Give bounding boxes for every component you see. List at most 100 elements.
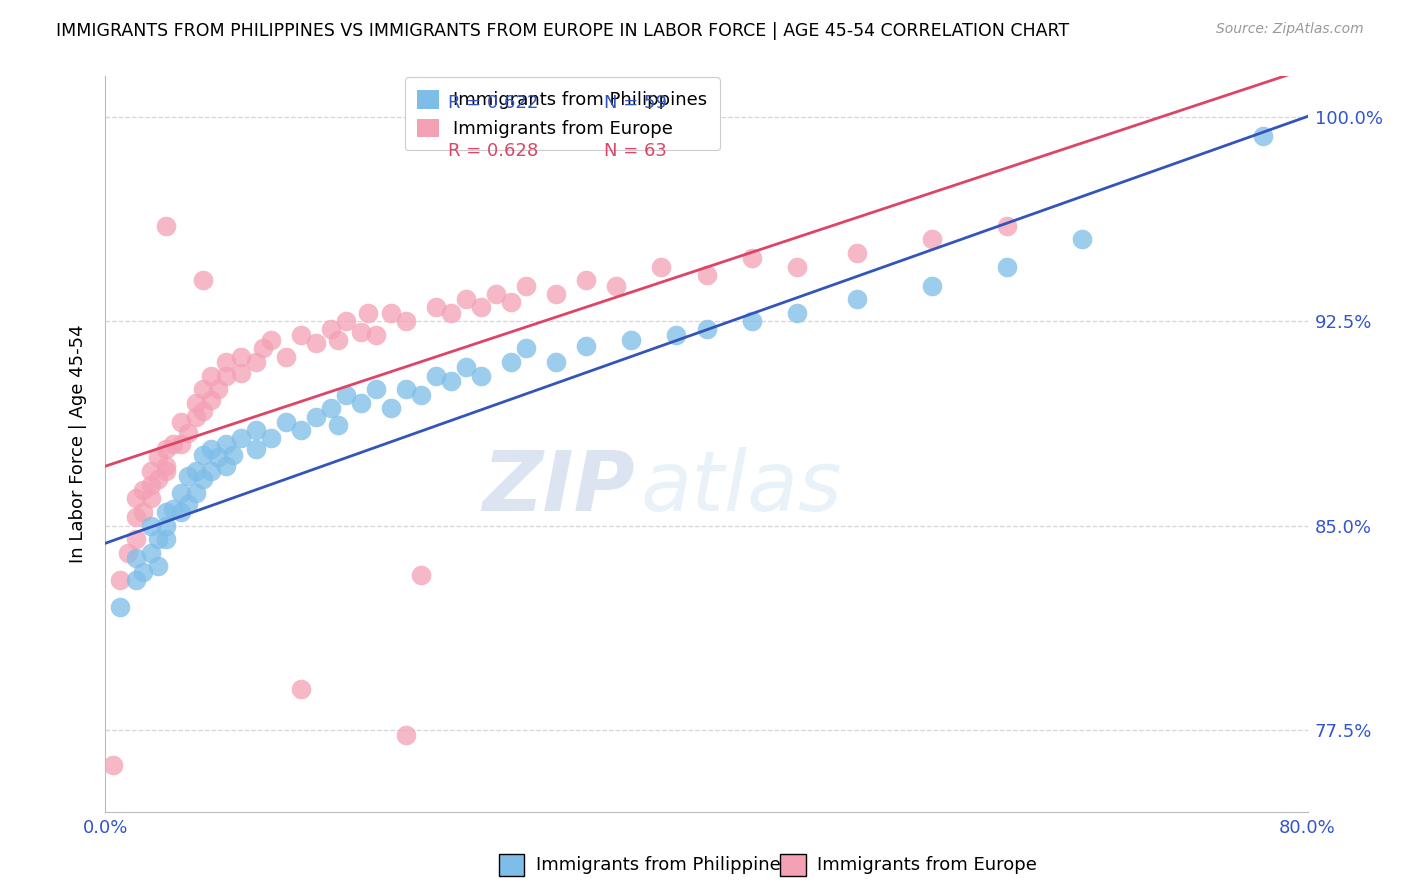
Point	[191, 404, 214, 418]
Point	[184, 409, 207, 424]
Point	[162, 502, 184, 516]
Point	[260, 856, 283, 871]
Point	[290, 327, 312, 342]
Point	[328, 417, 350, 432]
Point	[184, 396, 207, 410]
Point	[245, 442, 267, 457]
Point	[328, 333, 350, 347]
Point	[155, 505, 177, 519]
Point	[305, 409, 328, 424]
Point	[214, 458, 236, 473]
Point	[229, 366, 252, 380]
Point	[575, 273, 598, 287]
Point	[921, 278, 943, 293]
Point	[454, 293, 477, 307]
Point	[350, 396, 373, 410]
Point	[274, 832, 297, 847]
Point	[169, 436, 191, 450]
Point	[110, 600, 132, 615]
Point	[335, 314, 357, 328]
Point	[184, 486, 207, 500]
Point	[921, 232, 943, 246]
Point	[139, 546, 162, 560]
Point	[546, 286, 568, 301]
Point	[146, 532, 169, 546]
Point	[1251, 128, 1274, 143]
Point	[995, 219, 1018, 233]
Point	[1071, 232, 1094, 246]
Point	[470, 368, 492, 383]
Point	[440, 374, 463, 388]
Point	[214, 436, 236, 450]
Point	[155, 219, 177, 233]
Point	[380, 401, 402, 416]
Point	[546, 355, 568, 369]
Text: R = 0.622: R = 0.622	[449, 95, 538, 112]
Point	[290, 423, 312, 437]
Point	[117, 546, 139, 560]
Point	[260, 333, 283, 347]
Point	[132, 483, 155, 497]
Point	[169, 486, 191, 500]
Point	[155, 518, 177, 533]
Point	[200, 393, 222, 408]
Point	[575, 338, 598, 352]
Point	[305, 335, 328, 350]
Point	[169, 505, 191, 519]
Point	[200, 442, 222, 457]
Point	[696, 322, 718, 336]
Point	[995, 260, 1018, 274]
Point	[245, 423, 267, 437]
Point	[290, 681, 312, 696]
Point	[274, 415, 297, 429]
Point	[786, 306, 808, 320]
Text: ZIP: ZIP	[482, 448, 634, 528]
Point	[260, 431, 283, 445]
Point	[395, 314, 418, 328]
Point	[191, 382, 214, 396]
Point	[605, 278, 627, 293]
Point	[357, 306, 380, 320]
Point	[845, 293, 868, 307]
Point	[252, 342, 274, 356]
Point	[155, 458, 177, 473]
Point	[169, 415, 191, 429]
Point	[214, 368, 236, 383]
Point	[200, 368, 222, 383]
Y-axis label: In Labor Force | Age 45-54: In Labor Force | Age 45-54	[69, 325, 87, 563]
Point	[155, 442, 177, 457]
Point	[191, 448, 214, 462]
Point	[350, 325, 373, 339]
Point	[440, 306, 463, 320]
Point	[515, 342, 537, 356]
Point	[222, 448, 245, 462]
Point	[395, 382, 418, 396]
Point	[696, 268, 718, 282]
Point	[380, 306, 402, 320]
Point	[395, 728, 418, 742]
Point	[364, 327, 387, 342]
Point	[274, 350, 297, 364]
Point	[139, 477, 162, 491]
Point	[124, 491, 146, 506]
Point	[335, 387, 357, 401]
Text: Immigrants from Europe: Immigrants from Europe	[817, 855, 1036, 874]
Point	[191, 273, 214, 287]
Point	[177, 425, 200, 440]
Point	[319, 322, 342, 336]
Point	[191, 472, 214, 486]
Text: N = 63: N = 63	[605, 142, 668, 160]
Point	[425, 301, 447, 315]
Point	[229, 431, 252, 445]
Point	[245, 355, 267, 369]
Text: R = 0.628: R = 0.628	[449, 142, 538, 160]
Point	[155, 532, 177, 546]
Point	[124, 510, 146, 524]
Point	[207, 382, 229, 396]
Text: IMMIGRANTS FROM PHILIPPINES VS IMMIGRANTS FROM EUROPE IN LABOR FORCE | AGE 45-54: IMMIGRANTS FROM PHILIPPINES VS IMMIGRANT…	[56, 22, 1070, 40]
Point	[139, 464, 162, 478]
Point	[200, 464, 222, 478]
Point	[207, 450, 229, 465]
Point	[177, 497, 200, 511]
Point	[229, 350, 252, 364]
